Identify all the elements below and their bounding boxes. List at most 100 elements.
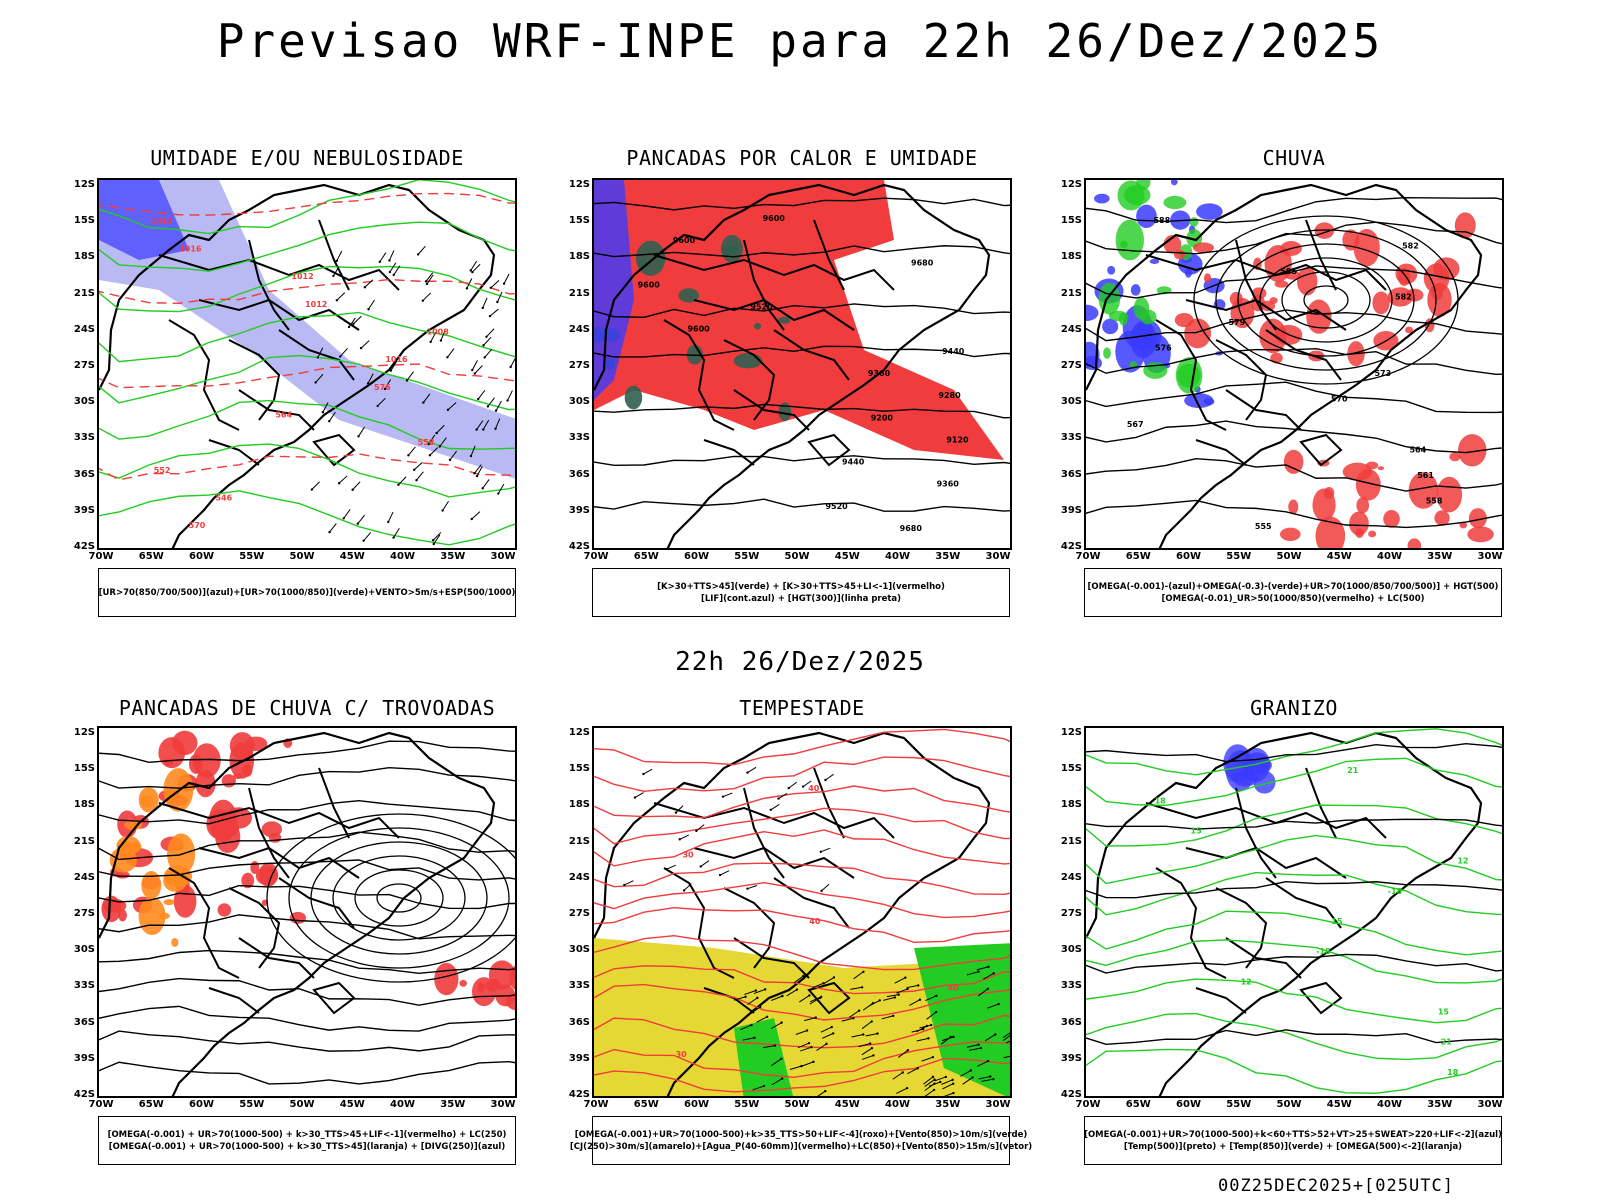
contour-label: 9600 [763, 214, 786, 223]
contour-label: 552 [154, 466, 171, 475]
lon-tick-label: 55W [1226, 1099, 1252, 1110]
legend-text: [Temp(500)](preto) + [Temp(850)](verde) … [1123, 1141, 1463, 1152]
contour-label: 585 [1280, 267, 1297, 276]
lon-tick-label: 40W [390, 551, 415, 562]
lon-tick-label: 60W [684, 551, 709, 562]
contour-label: 1012 [150, 217, 172, 226]
lat-tick-label: 18S [1060, 799, 1082, 811]
contour-label: 558 [1426, 497, 1443, 506]
lon-tick-label: 35W [440, 1099, 466, 1110]
legend-box: [K>30+TTS>45](verde) + [K>30+TTS>45+LI<-… [592, 568, 1010, 617]
lat-tick-label: 21S [1060, 287, 1082, 299]
contour-label: 582 [1395, 292, 1412, 301]
contour-label: 1012 [291, 272, 313, 281]
lon-tick-label: 65W [633, 1099, 659, 1110]
contour-label: 564 [1409, 446, 1426, 455]
wind-vectors-850 [733, 965, 1010, 1096]
contour-label: 9440 [842, 458, 865, 467]
lat-tick-label: 12S [568, 179, 590, 190]
lat-tick-label: 33S [1060, 432, 1082, 444]
map-p2: 9600 9600 9680 9600 9520 9600 9440 9360 9280 9200… [592, 178, 1012, 550]
lat-tick-label: 42S [1060, 541, 1082, 552]
legend-box: [OMEGA(-0.001)+UR>70(1000-500)+k<60+TTS>… [1084, 1116, 1502, 1165]
map-canvas: 40 30 40 40 30 [594, 728, 1010, 1096]
legend-text: [OMEGA(-0.001)+UR>70(1000-500)+k>35_TTS>… [574, 1129, 1028, 1140]
lat-tick-label: 27S [568, 908, 590, 919]
lat-tick-label: 12S [1060, 179, 1082, 190]
contour-label: -18 [1388, 887, 1403, 896]
lon-tick-label: 50W [784, 1099, 810, 1110]
lat-tick-label: 15S [1060, 763, 1082, 775]
contour-label: 555 [1255, 522, 1272, 531]
lat-tick-label: 36S [568, 468, 590, 480]
lon-tick-label: 40W [885, 1099, 910, 1110]
lon-tick-label: 45W [1326, 551, 1352, 562]
contour-label: 546 [215, 494, 232, 503]
contour-label: 15 [1438, 1008, 1450, 1017]
humidity-low-contours [99, 180, 515, 546]
lat-tick-label: 33S [73, 432, 95, 444]
lon-tick-label: 45W [339, 551, 365, 562]
legend-text: [CJ(250)>30m/s](amarelo)+[Agua_P(40-60mm… [569, 1141, 1033, 1152]
lon-tick-label: 60W [1176, 551, 1201, 562]
lat-tick-label: 42S [568, 541, 590, 552]
lat-tick-label: 21S [73, 835, 95, 847]
legend-box: [OMEGA(-0.001)+UR>70(1000-500)+k>35_TTS>… [570, 1116, 1032, 1165]
anticyclone-rings [266, 813, 515, 983]
lon-tick-label: 40W [885, 551, 910, 562]
contour-label: 561 [1417, 471, 1434, 480]
lat-tick-label: 39S [73, 504, 95, 516]
lon-tick-label: 40W [1377, 551, 1402, 562]
lon-tick-label: 70W [88, 1099, 114, 1110]
pw-contours [594, 728, 1010, 1093]
lat-tick-label: 27S [73, 908, 95, 919]
lat-tick-label: 27S [73, 360, 95, 371]
lat-tick-label: 30S [1060, 396, 1082, 408]
lon-tick-label: 65W [633, 551, 659, 562]
lat-tick-label: 15S [73, 763, 95, 775]
lat-tick-label: 24S [73, 871, 95, 883]
contour-label: 9360 [937, 480, 960, 489]
land-outline [594, 731, 991, 1096]
lat-tick-label: 39S [1060, 504, 1082, 516]
lon-tick-label: 55W [239, 551, 265, 562]
lat-tick-label: 21S [568, 287, 590, 299]
legend-text: [OMEGA(-0.001) + UR>70(1000-500) + k>30_… [108, 1141, 506, 1152]
panel-title: CHUVA [1262, 146, 1326, 170]
contour-label: 564 [275, 411, 292, 420]
contour-label: 18 [1155, 796, 1167, 805]
contour-label: 9600 [687, 325, 710, 334]
lat-tick-label: 33S [568, 432, 590, 444]
lat-tick-label: 12S [73, 727, 95, 738]
lon-tick-label: 30W [985, 551, 1011, 562]
p5-labels: 40 30 40 40 30 [676, 784, 959, 1059]
lat-tick-label: 33S [1060, 980, 1082, 992]
lat-tick-label: 33S [73, 980, 95, 992]
map-p1: 1012 1016 1012 1012 1008 1016 576 564 558 552 546 5… [97, 178, 517, 550]
land-outline [1086, 731, 1483, 1096]
lon-tick-label: 30W [985, 1099, 1011, 1110]
contour-label: 9280 [938, 391, 961, 400]
contour-label: 570 [1331, 395, 1348, 404]
contour-label: 12 [1241, 977, 1252, 986]
wind850-green [914, 943, 1010, 1096]
lon-tick-label: 60W [1176, 1099, 1201, 1110]
contour-label: 21 [1347, 766, 1359, 775]
lat-tick-label: 30S [568, 396, 590, 408]
legend-box: [OMEGA(-0.001) + UR>70(1000-500) + k>30_… [98, 1116, 516, 1165]
panel-title: PANCADAS DE CHUVA C/ TROVOADAS [118, 696, 496, 720]
lat-tick-label: 18S [73, 799, 95, 811]
humidity-upper-band [99, 180, 515, 479]
lat-tick-label: 42S [73, 541, 95, 552]
lon-tick-label: 45W [834, 551, 860, 562]
contour-label: 9680 [911, 258, 934, 267]
lat-tick-label: 42S [568, 1089, 590, 1100]
lat-tick-label: 33S [568, 980, 590, 992]
contour-label: 576 [374, 383, 391, 392]
panel-title: UMIDADE E/OU NEBULOSIDADE [150, 146, 464, 170]
lat-tick-label: 21S [73, 287, 95, 299]
contour-label: 1016 [385, 355, 408, 364]
p1-labels: 1012 1016 1012 1012 1008 1016 576 564 558 552 546 5… [150, 217, 449, 530]
contour-label: 30 [682, 851, 694, 860]
lon-tick-label: 60W [684, 1099, 709, 1110]
